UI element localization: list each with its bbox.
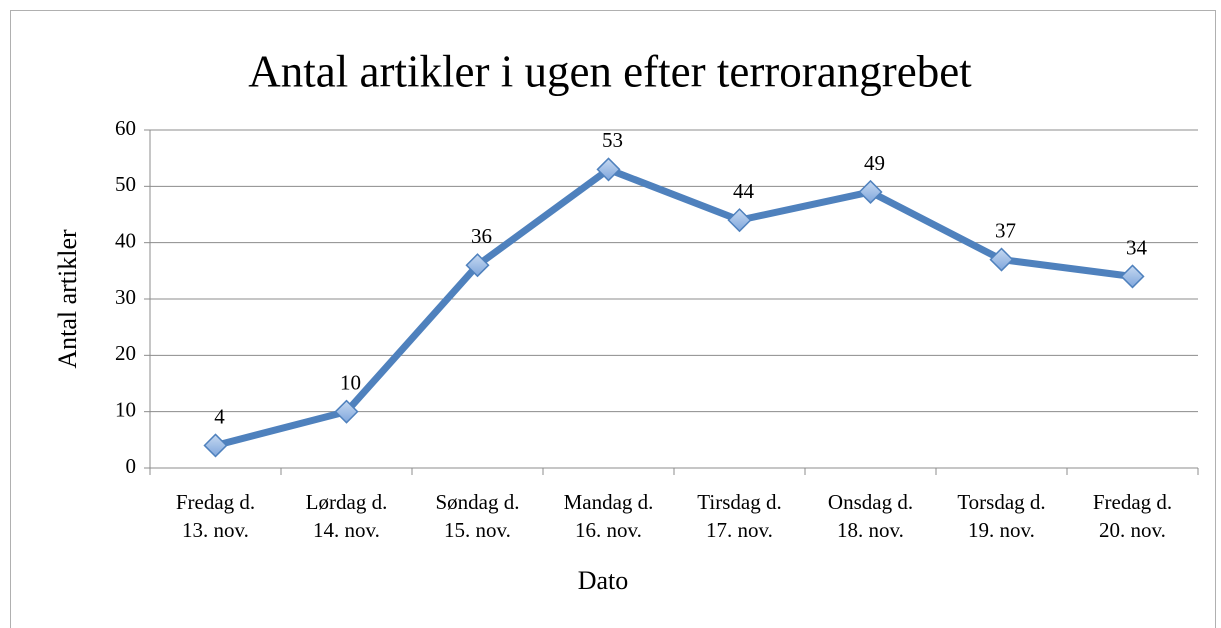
y-tick-label: 60 xyxy=(115,116,136,140)
data-line xyxy=(214,165,1133,449)
y-axis-title: Antal artikler xyxy=(53,229,82,369)
x-tick-label: Fredag d. 13. nov. xyxy=(175,490,256,542)
data-label: 4 xyxy=(214,404,225,428)
y-tick-label: 10 xyxy=(115,397,136,421)
data-point xyxy=(465,253,490,278)
chart-frame xyxy=(10,10,1216,628)
data-label: 37 xyxy=(995,218,1016,242)
data-label: 49 xyxy=(864,151,885,175)
x-tick-label: Torsdag d. 19. nov. xyxy=(957,490,1046,542)
data-label: 10 xyxy=(340,370,361,394)
x-tick-label: Onsdag d. 18. nov. xyxy=(827,490,914,542)
chart-title: Antal artikler i ugen efter terrorangreb… xyxy=(248,46,972,96)
data-point xyxy=(727,208,752,233)
data-label: 44 xyxy=(733,179,755,203)
data-point xyxy=(596,157,621,182)
data-point xyxy=(989,247,1014,272)
x-axis-title: Dato xyxy=(578,566,629,595)
data-label: 34 xyxy=(1126,235,1148,259)
x-tick-label: Tirsdag d. 17. nov. xyxy=(697,490,782,542)
y-tick-label: 50 xyxy=(115,172,136,196)
data-label: 36 xyxy=(471,224,492,248)
data-label: 53 xyxy=(602,128,623,152)
x-tick-label: Lørdag d. 14. nov. xyxy=(305,490,388,542)
data-point xyxy=(203,433,228,458)
x-tick-label: Søndag d. 15. nov. xyxy=(435,490,520,542)
x-tick-label: Mandag d. 16. nov. xyxy=(563,490,654,542)
data-point xyxy=(858,179,883,205)
y-tick-label: 30 xyxy=(115,285,136,309)
y-tick-label: 0 xyxy=(126,454,137,478)
x-tick-label: Fredag d. 20. nov. xyxy=(1092,490,1173,542)
y-tick-label: 20 xyxy=(115,341,136,365)
data-point xyxy=(334,399,359,424)
data-point xyxy=(1120,264,1145,289)
y-tick-label: 40 xyxy=(115,228,136,252)
